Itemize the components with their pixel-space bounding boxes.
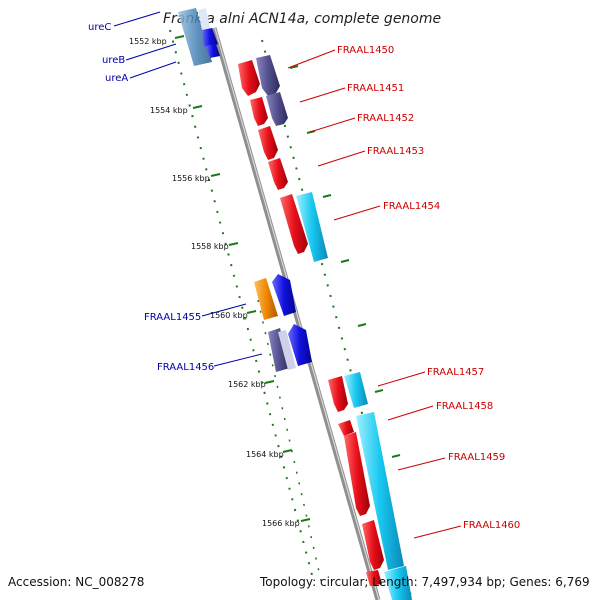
gene-block-fraal1457-cyan <box>344 372 368 408</box>
gene-label-ureB: ureB <box>102 55 125 66</box>
gene-block-fraal1454-cyan <box>296 192 328 262</box>
tick-label-1566: 1566 kbp <box>262 519 300 528</box>
gene-arrow-fraal1456 <box>288 324 312 366</box>
inner-dotted-line <box>257 299 323 586</box>
gene-label-fraal1457: FRAAL1457 <box>427 367 484 378</box>
ure-gene-cluster <box>178 8 220 66</box>
right-leader-lines <box>287 49 462 539</box>
ure-teal-band <box>178 8 212 66</box>
gene-arrow-fraal1451-dark <box>266 92 288 126</box>
gene-label-ureC: ureC <box>88 22 111 33</box>
gene-arrow-bottom-red <box>366 570 382 586</box>
gene-arrow-fraal1459 <box>344 432 370 516</box>
gene-arrow-fraal1458 <box>338 420 354 436</box>
genome-backbone-highlight <box>214 27 380 600</box>
genome-backbone <box>211 27 381 600</box>
tick-label-1558: 1558 kbp <box>191 242 229 251</box>
tick-label-1556: 1556 kbp <box>172 174 210 183</box>
forward-genes <box>238 55 412 600</box>
gene-label-fraal1452: FRAAL1452 <box>357 113 414 124</box>
gene-label-fraal1460: FRAAL1460 <box>463 520 520 531</box>
gene-arrow-fraal1450 <box>238 60 260 96</box>
gene-label-fraal1450: FRAAL1450 <box>337 45 394 56</box>
genome-summary-text: Topology: circular; Length: 7,497,934 bp… <box>259 575 590 589</box>
gene-block-fraal1456-light <box>278 330 296 370</box>
gene-arrow-fraal1450-dark <box>256 55 280 96</box>
accession-text: Accession: NC_008278 <box>8 575 144 589</box>
gene-label-fraal1458: FRAAL1458 <box>436 401 493 412</box>
left-leader-lines <box>113 11 263 367</box>
gene-label-fraal1454: FRAAL1454 <box>383 201 440 212</box>
gene-label-ureA: ureA <box>105 73 128 84</box>
gene-arrow-fraal1460 <box>362 520 384 570</box>
tick-label-1564: 1564 kbp <box>246 450 284 459</box>
tick-label-1554: 1554 kbp <box>150 106 188 115</box>
gene-block-fraal1456-dark <box>268 328 290 372</box>
gene-arrow-fraal1451 <box>250 97 268 126</box>
gene-block-fraal1459-cyan <box>356 412 404 570</box>
gene-label-fraal1459: FRAAL1459 <box>448 452 505 463</box>
tick-label-1552: 1552 kbp <box>129 37 167 46</box>
gene-arrow-fraal1454 <box>280 194 308 254</box>
tick-label-1560: 1560 kbp <box>210 311 248 320</box>
gene-label-fraal1451: FRAAL1451 <box>347 83 404 94</box>
gene-arrow-fraal1455 <box>272 274 296 316</box>
ureB-arrow <box>206 44 220 58</box>
gene-label-fraal1453: FRAAL1453 <box>367 146 424 157</box>
gene-arrow-fraal1457 <box>328 376 348 412</box>
gene-label-fraal1456: FRAAL1456 <box>157 362 214 373</box>
gene-arrow-fraal1453 <box>268 158 288 190</box>
gene-label-fraal1455: FRAAL1455 <box>144 312 201 323</box>
gene-block-fraal1455-orange <box>254 278 278 320</box>
gene-arrow-fraal1452 <box>258 126 278 160</box>
map-title: Frankia alni ACN14a, complete genome <box>163 11 441 27</box>
tick-label-1562: 1562 kbp <box>228 380 266 389</box>
reverse-genes <box>254 274 312 372</box>
ureC-arrow <box>202 28 218 48</box>
gene-block-bottom-cyan <box>384 566 412 600</box>
